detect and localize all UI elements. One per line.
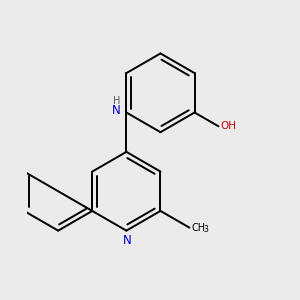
Text: N: N — [123, 234, 132, 247]
Text: OH: OH — [220, 121, 236, 131]
Text: 3: 3 — [204, 225, 208, 234]
Text: H: H — [113, 97, 121, 106]
Text: N: N — [112, 104, 121, 117]
Text: CH: CH — [191, 224, 206, 233]
